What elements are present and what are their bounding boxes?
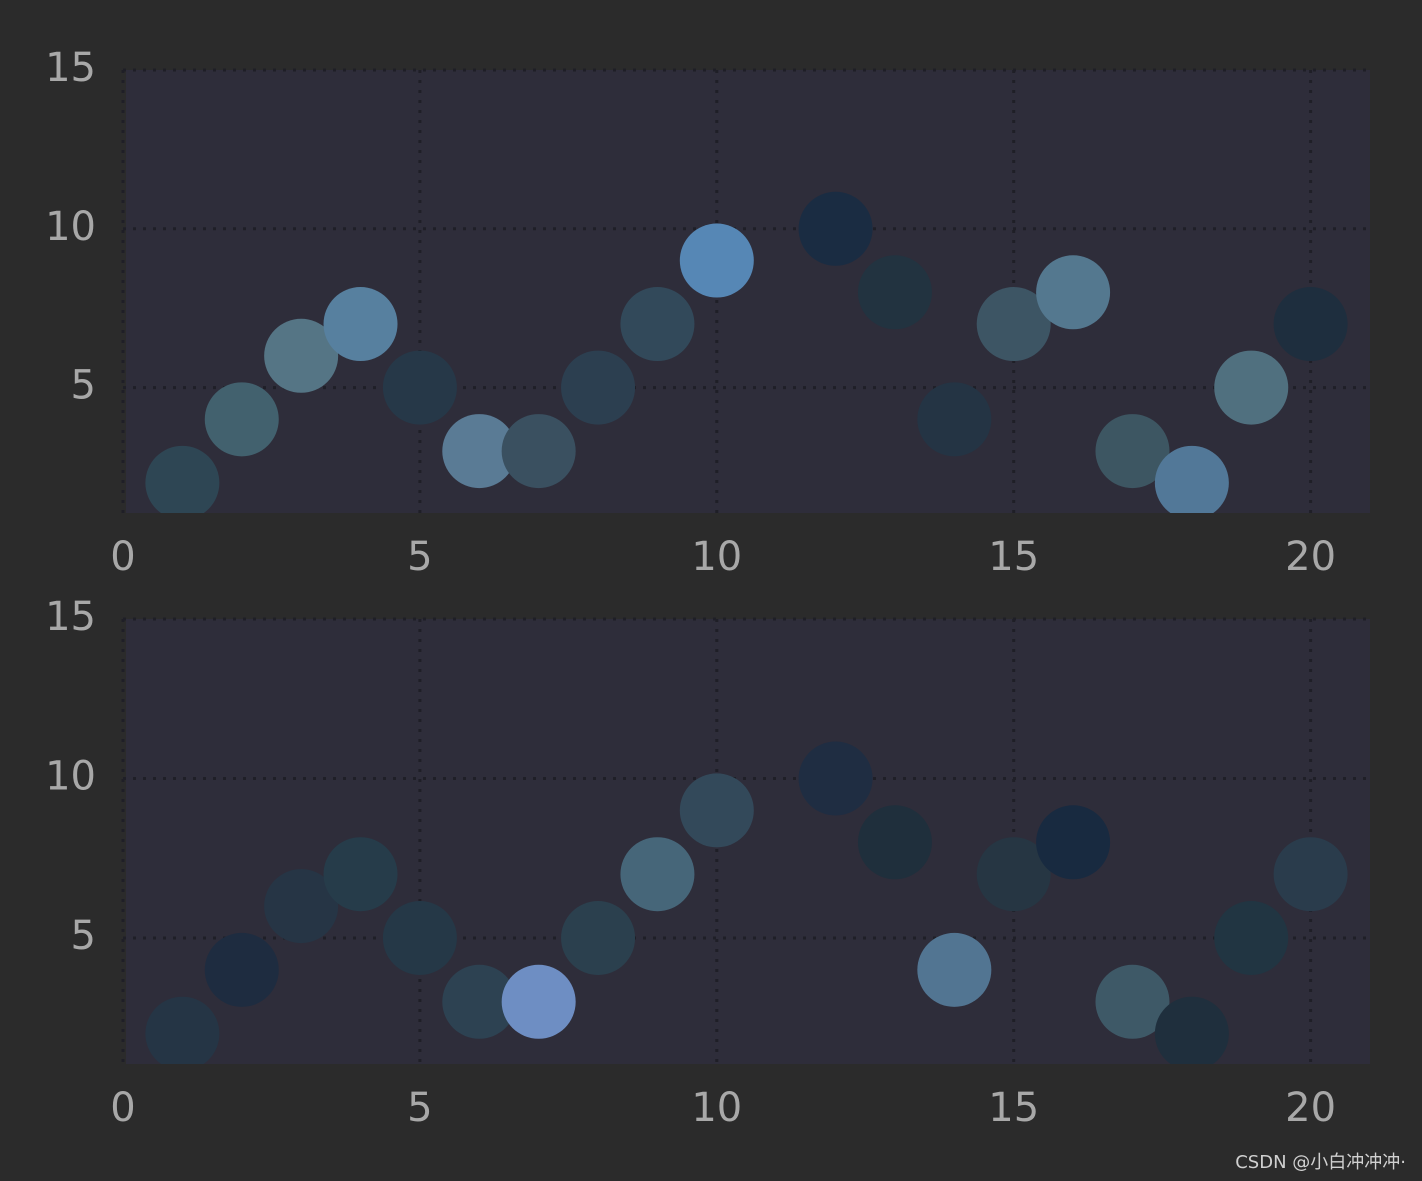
point bbox=[382, 900, 457, 975]
point bbox=[917, 932, 992, 1007]
point bbox=[561, 350, 636, 425]
point bbox=[1095, 414, 1170, 489]
point bbox=[857, 805, 932, 880]
x-tick-label: 20 bbox=[1285, 1085, 1336, 1131]
x-tick-label: 5 bbox=[407, 534, 432, 580]
point bbox=[1036, 805, 1111, 880]
point bbox=[264, 869, 339, 944]
point bbox=[561, 900, 636, 975]
point bbox=[501, 414, 576, 489]
y-tick-label: 5 bbox=[71, 363, 96, 409]
point bbox=[145, 996, 220, 1064]
point bbox=[204, 382, 279, 457]
point bbox=[442, 964, 517, 1039]
scatter-panel: 0 5 10 15 20 5 10 15 bbox=[45, 45, 1370, 580]
point bbox=[679, 223, 754, 298]
point bbox=[1273, 837, 1348, 912]
y-tick-label: 10 bbox=[45, 753, 96, 799]
point bbox=[1214, 900, 1289, 975]
point bbox=[620, 287, 695, 362]
watermark: CSDN @小白冲冲冲· bbox=[1235, 1152, 1406, 1173]
y-tick-label: 5 bbox=[71, 913, 96, 959]
point bbox=[679, 773, 754, 848]
point bbox=[798, 191, 873, 266]
point bbox=[798, 741, 873, 816]
point bbox=[264, 318, 339, 393]
x-tick-label: 0 bbox=[110, 534, 135, 580]
point bbox=[204, 932, 279, 1007]
point bbox=[976, 837, 1051, 912]
point bbox=[145, 445, 220, 513]
point bbox=[1273, 287, 1348, 362]
point bbox=[382, 350, 457, 425]
y-tick-label: 15 bbox=[45, 45, 96, 91]
point bbox=[442, 414, 517, 489]
y-tick-label: 10 bbox=[45, 204, 96, 250]
x-tick-label: 0 bbox=[110, 1085, 135, 1131]
point bbox=[323, 287, 398, 362]
y-tick-label: 15 bbox=[45, 594, 96, 640]
point bbox=[1095, 964, 1170, 1039]
point bbox=[1036, 255, 1111, 330]
points bbox=[145, 741, 1348, 1064]
point bbox=[620, 837, 695, 912]
point bbox=[857, 255, 932, 330]
point bbox=[501, 964, 576, 1039]
point bbox=[976, 287, 1051, 362]
x-tick-label: 15 bbox=[988, 534, 1039, 580]
x-tick-label: 10 bbox=[691, 1085, 742, 1131]
point bbox=[1154, 996, 1229, 1064]
point bbox=[917, 382, 992, 457]
points bbox=[145, 191, 1348, 513]
point bbox=[1154, 445, 1229, 513]
scatter-panel: 0 5 10 15 20 5 10 15 bbox=[45, 594, 1370, 1131]
x-tick-label: 5 bbox=[407, 1085, 432, 1131]
plot-area bbox=[126, 70, 1370, 513]
x-tick-label: 10 bbox=[691, 534, 742, 580]
point bbox=[323, 837, 398, 912]
point bbox=[1214, 350, 1289, 425]
plot-area bbox=[126, 619, 1370, 1064]
x-tick-label: 20 bbox=[1285, 534, 1336, 580]
x-tick-label: 15 bbox=[988, 1085, 1039, 1131]
